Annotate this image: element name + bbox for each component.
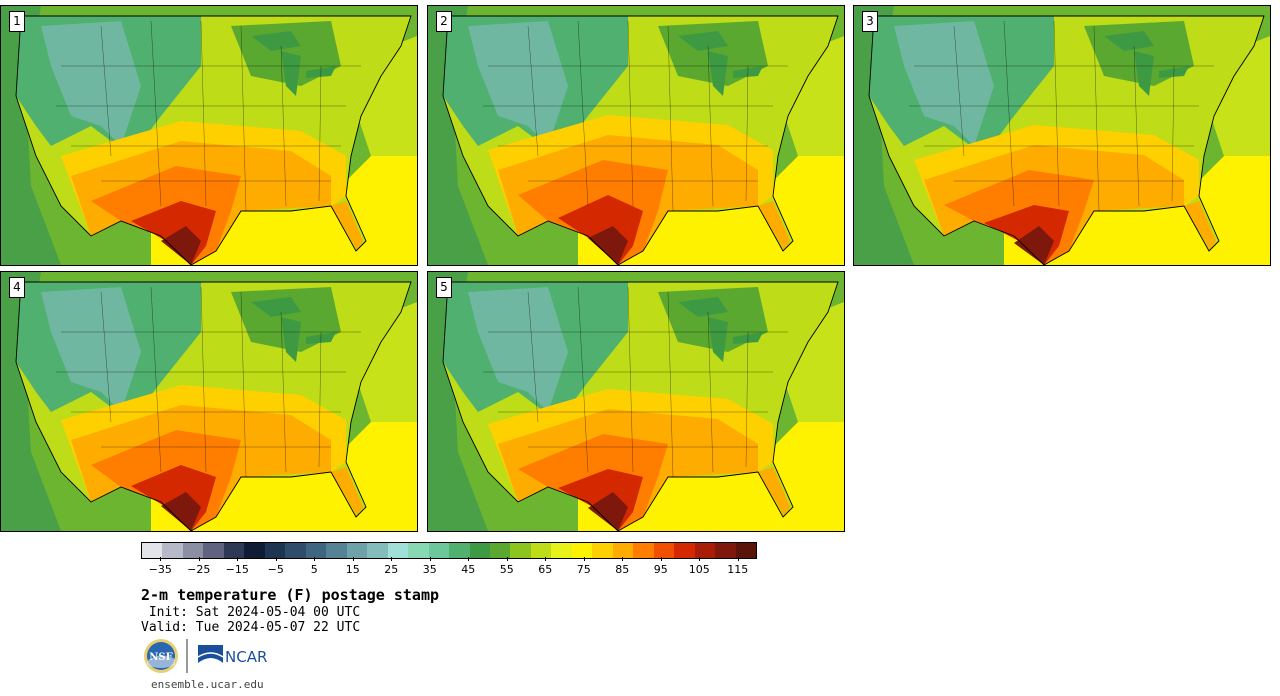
- colorbar-tick-label: 25: [384, 563, 399, 576]
- site-url: ensemble.ucar.edu: [151, 678, 264, 691]
- colorbar-cell: [633, 543, 654, 558]
- colorbar-cell: [449, 543, 470, 558]
- colorbar-tick-label: 75: [576, 563, 591, 576]
- colorbar-tick-label: −35: [148, 563, 172, 576]
- colorbar-cell: [223, 543, 245, 558]
- member-label: 3: [862, 11, 878, 32]
- figure-title: 2-m temperature (F) postage stamp: [141, 586, 440, 604]
- colorbar-tick: [622, 557, 624, 561]
- colorbar-cell: [326, 543, 347, 558]
- colorbar-cell: [387, 543, 409, 558]
- colorbar-cell: [592, 543, 613, 558]
- nsf-logo: NSF: [144, 639, 178, 673]
- colorbar-tick-label: 65: [538, 563, 553, 576]
- colorbar-cell: [530, 543, 552, 558]
- temperature-map: [854, 6, 1270, 265]
- colorbar-tick: [160, 557, 162, 561]
- temperature-map: [1, 272, 417, 531]
- colorbar-cell: [489, 543, 511, 558]
- colorbar-cell: [715, 543, 736, 558]
- colorbar-tick-label: 5: [310, 563, 318, 576]
- colorbar-tick: [583, 557, 585, 561]
- colorbar-tick-label: 15: [345, 563, 360, 576]
- valid-time: Valid: Tue 2024-05-07 22 UTC: [141, 620, 361, 635]
- member-panel-3: 3: [853, 5, 1271, 266]
- member-panel-4: 4: [0, 271, 418, 532]
- colorbar-cell: [346, 543, 368, 558]
- init-time: Init: Sat 2024-05-04 00 UTC: [141, 605, 361, 620]
- logos: NSF NCAR: [144, 639, 267, 673]
- colorbar-tick: [237, 557, 239, 561]
- temperature-colorbar: [141, 542, 757, 559]
- colorbar-cell: [428, 543, 450, 558]
- colorbar-tick-label: 115: [727, 563, 749, 576]
- member-label: 4: [9, 277, 25, 298]
- temperature-map: [1, 6, 417, 265]
- colorbar-cell: [653, 543, 675, 558]
- colorbar-tick: [198, 557, 200, 561]
- colorbar-cell: [694, 543, 716, 558]
- member-label: 1: [9, 11, 25, 32]
- colorbar-cell: [551, 543, 572, 558]
- colorbar-cell: [305, 543, 327, 558]
- colorbar-cell: [182, 543, 204, 558]
- colorbar-tick: [314, 557, 316, 561]
- colorbar-tick: [352, 557, 354, 561]
- ncar-logo-text: NCAR: [225, 648, 267, 666]
- colorbar-tick-label: 55: [499, 563, 514, 576]
- colorbar-tick: [429, 557, 431, 561]
- colorbar-tick: [660, 557, 662, 561]
- colorbar-cell: [367, 543, 388, 558]
- colorbar-cell: [612, 543, 634, 558]
- colorbar-cell: [162, 543, 183, 558]
- colorbar-tick-label: 85: [615, 563, 630, 576]
- colorbar-cell: [510, 543, 531, 558]
- ncar-logo: NCAR: [197, 645, 267, 666]
- colorbar-tick-label: 45: [461, 563, 476, 576]
- colorbar-tick: [737, 557, 739, 561]
- colorbar-tick-label: −25: [187, 563, 211, 576]
- nsf-logo-text: NSF: [149, 652, 172, 663]
- colorbar-cell: [469, 543, 490, 558]
- colorbar-cell: [142, 543, 163, 558]
- temperature-map: [428, 272, 844, 531]
- colorbar-tick: [699, 557, 701, 561]
- colorbar-tick: [506, 557, 508, 561]
- colorbar-cell: [408, 543, 429, 558]
- colorbar-tick-label: 105: [688, 563, 710, 576]
- colorbar-tick-label: −5: [267, 563, 284, 576]
- member-panel-2: 2: [427, 5, 845, 266]
- colorbar-cell: [285, 543, 306, 558]
- colorbar-cell: [264, 543, 286, 558]
- colorbar-cell: [674, 543, 695, 558]
- colorbar-tick: [545, 557, 547, 561]
- colorbar-tick-label: 35: [422, 563, 437, 576]
- colorbar-tick-label: 95: [653, 563, 668, 576]
- colorbar-cell: [244, 543, 265, 558]
- colorbar-tick: [275, 557, 277, 561]
- colorbar-cell: [203, 543, 224, 558]
- colorbar-ticks: −35 −25 −15 −5 5 15 25 35 45 55 65 75 85 95 105 115: [141, 557, 757, 579]
- member-panel-1: 1: [0, 5, 418, 266]
- colorbar-cell: [735, 543, 757, 558]
- colorbar-tick: [468, 557, 470, 561]
- colorbar-cell: [571, 543, 593, 558]
- member-panel-5: 5: [427, 271, 845, 532]
- member-label: 2: [436, 11, 452, 32]
- colorbar-tick-label: −15: [225, 563, 249, 576]
- temperature-map: [428, 6, 844, 265]
- member-label: 5: [436, 277, 452, 298]
- colorbar-tick: [391, 557, 393, 561]
